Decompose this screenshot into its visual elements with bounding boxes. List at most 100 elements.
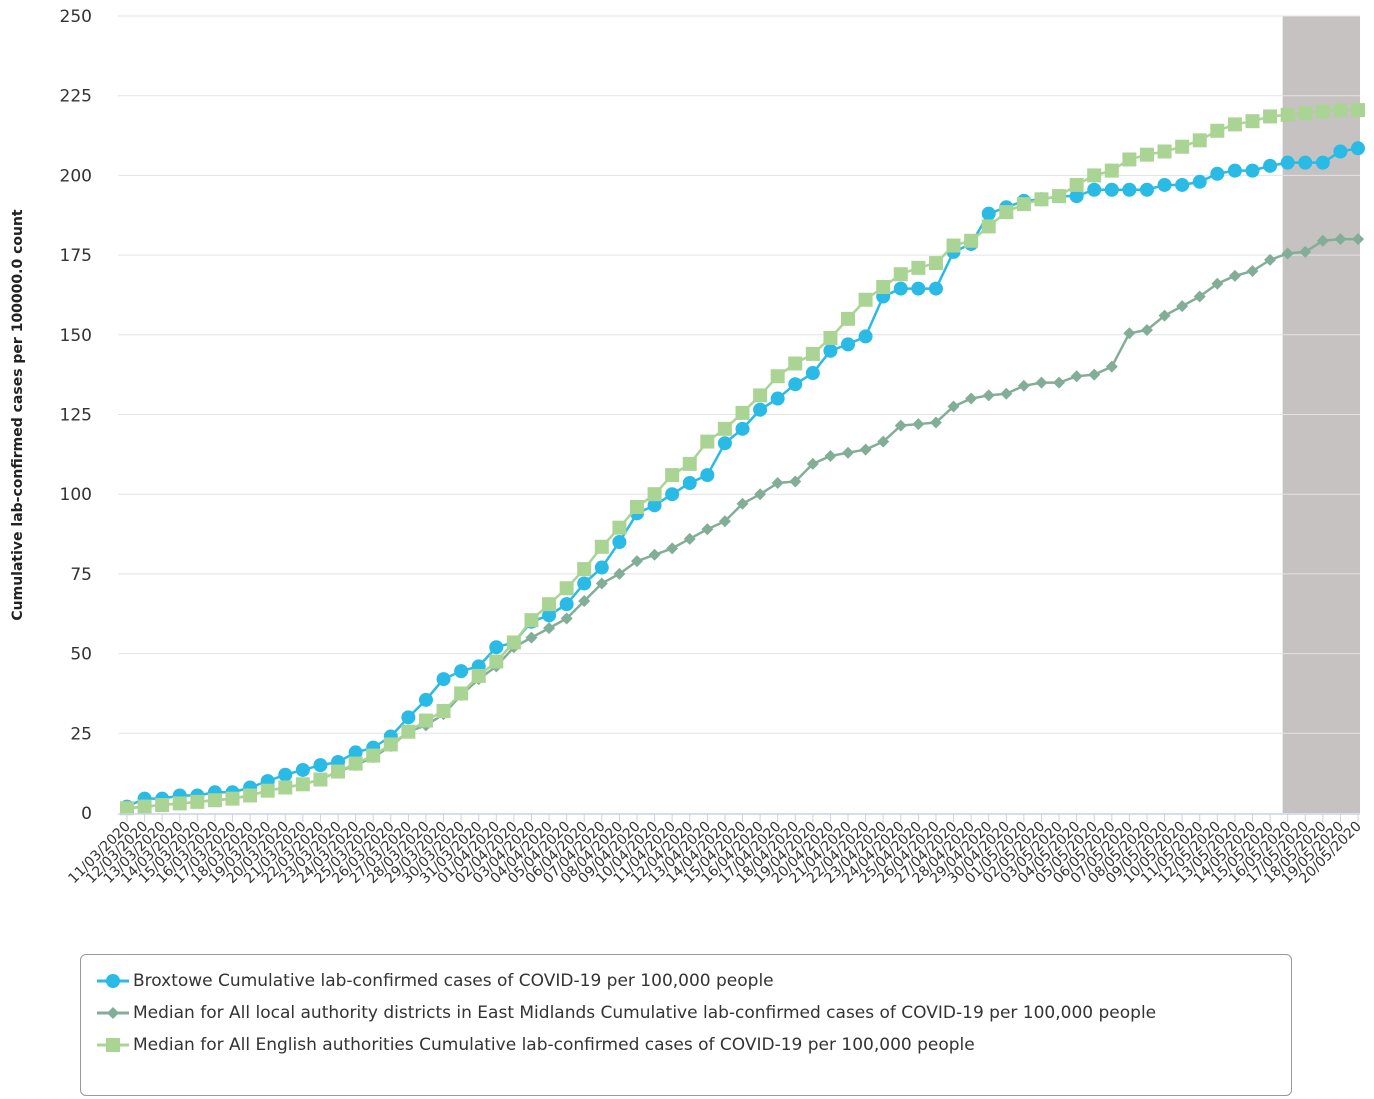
data-point — [842, 446, 855, 459]
y-tick-label: 25 — [70, 724, 92, 744]
data-point — [401, 710, 416, 725]
data-point — [542, 597, 557, 612]
data-point — [542, 608, 557, 623]
axes: 025507510012515017520022525011/03/202012… — [60, 7, 1365, 887]
data-point — [1334, 233, 1347, 246]
data-point — [735, 421, 750, 436]
series-3 — [120, 103, 1365, 816]
legend-item-east-midlands[interactable]: Median for All local authority districts… — [95, 1001, 1277, 1025]
legend-swatch-square-icon — [97, 1038, 129, 1052]
data-point — [295, 762, 310, 777]
data-point — [243, 788, 258, 803]
data-point — [559, 581, 574, 596]
legend-label: Median for All English authorities Cumul… — [133, 1035, 975, 1055]
data-point — [682, 476, 697, 491]
data-point — [1122, 152, 1137, 167]
y-tick-label: 75 — [70, 565, 92, 585]
data-point — [1175, 177, 1190, 192]
series-line — [126, 237, 1358, 810]
data-point — [331, 764, 346, 779]
series-line — [126, 147, 1359, 808]
data-point — [894, 419, 907, 432]
data-point — [1352, 233, 1364, 246]
data-point — [911, 260, 926, 275]
y-tick-label: 100 — [60, 485, 92, 505]
data-point — [1264, 253, 1277, 266]
data-point — [489, 640, 504, 655]
data-point — [893, 281, 908, 296]
data-point — [858, 292, 873, 307]
data-point — [1298, 155, 1313, 170]
data-point — [981, 206, 996, 221]
data-point — [717, 436, 732, 451]
data-point — [1333, 103, 1348, 118]
data-point — [454, 664, 469, 679]
data-point — [1299, 245, 1312, 258]
data-point — [1123, 327, 1136, 340]
data-point — [436, 672, 451, 687]
data-point — [1069, 189, 1084, 204]
data-point — [348, 745, 363, 760]
data-point — [982, 389, 995, 402]
data-point — [577, 562, 592, 577]
data-point — [805, 366, 820, 381]
data-point — [1227, 163, 1242, 178]
data-point — [313, 772, 328, 787]
data-point — [1192, 133, 1207, 148]
data-point — [770, 391, 785, 406]
data-point — [594, 539, 609, 554]
data-point — [612, 535, 627, 550]
data-point — [753, 402, 768, 417]
data-point — [877, 435, 890, 448]
data-point — [471, 668, 486, 683]
data-point — [1087, 182, 1102, 197]
y-tick-label: 125 — [60, 406, 92, 426]
data-point — [1245, 163, 1260, 178]
line-chart: 025507510012515017520022525011/03/202012… — [60, 7, 1365, 887]
data-point — [964, 233, 979, 248]
data-point — [929, 416, 942, 429]
data-point — [454, 686, 469, 701]
data-point — [789, 475, 802, 488]
data-point — [1316, 234, 1329, 247]
data-point — [735, 405, 750, 420]
legend-item-english[interactable]: Median for All English authorities Cumul… — [95, 1033, 1277, 1057]
data-point — [1298, 106, 1313, 121]
data-point — [612, 520, 627, 535]
data-point — [1139, 182, 1154, 197]
y-tick-label: 0 — [81, 804, 92, 824]
data-point — [1157, 177, 1172, 192]
y-tick-label: 50 — [70, 645, 92, 665]
data-point — [770, 369, 785, 384]
data-point — [1281, 247, 1294, 260]
data-point — [1210, 123, 1225, 138]
legend-item-broxtowe[interactable]: Broxtowe Cumulative lab-confirmed cases … — [95, 969, 1277, 993]
data-point — [841, 311, 856, 326]
data-point — [418, 692, 433, 707]
data-point — [805, 346, 820, 361]
data-point — [1157, 144, 1172, 159]
data-point — [295, 777, 310, 792]
data-point — [647, 487, 662, 502]
series-line — [126, 108, 1358, 810]
data-point — [823, 343, 838, 358]
data-point — [947, 400, 960, 413]
data-point — [1193, 290, 1206, 303]
data-point — [859, 443, 872, 456]
legend-label: Median for All local authority districts… — [133, 1003, 1157, 1023]
legend: Broxtowe Cumulative lab-confirmed cases … — [80, 954, 1292, 1096]
data-point — [648, 548, 661, 561]
data-point — [1034, 192, 1049, 207]
legend-swatch-circle-icon — [97, 974, 129, 988]
data-point — [1210, 166, 1225, 181]
data-point — [1140, 324, 1153, 337]
data-point — [401, 724, 416, 739]
data-point — [700, 434, 715, 449]
data-point — [1016, 197, 1031, 212]
data-point — [666, 542, 679, 555]
data-point — [1052, 189, 1067, 204]
data-point — [1333, 144, 1348, 159]
series-2 — [121, 233, 1364, 815]
data-point — [928, 256, 943, 271]
data-point — [771, 477, 784, 490]
